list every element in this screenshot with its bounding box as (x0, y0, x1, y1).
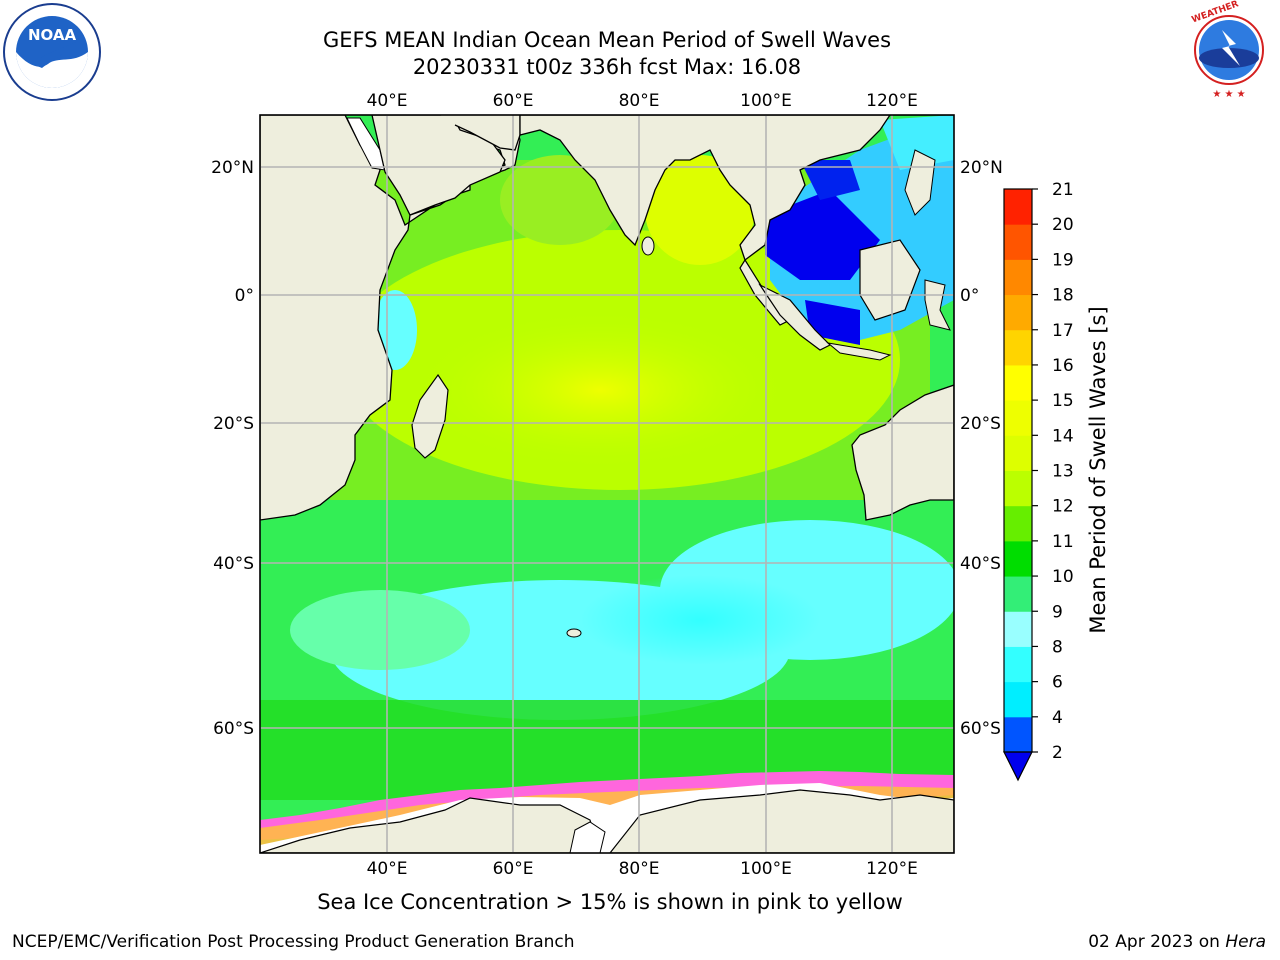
ice-shelf (569, 821, 606, 853)
right-lat-labels: 20°N 0° 20°S 40°S 60°S (960, 158, 1003, 739)
left-lat-labels: 20°N 0° 20°S 40°S 60°S (211, 158, 254, 739)
lon-label: 120°E (866, 91, 918, 111)
nws-logo: WEATHER ★ ★ ★ (1181, 0, 1277, 100)
colorbar-segment (1004, 576, 1032, 612)
colorbar-segment (1004, 189, 1032, 225)
india-and-southeast-asia (519, 115, 891, 262)
colorbar-tick-label: 9 (1052, 602, 1063, 622)
colorbar-segment (1004, 294, 1032, 331)
colorbar-segment (1004, 681, 1032, 718)
top-lon-labels: 40°E 60°E 80°E 100°E 120°E (367, 91, 918, 111)
colorbar-tick-label: 12 (1052, 497, 1074, 517)
lat-label: 20°N (960, 158, 1003, 178)
lon-label: 40°E (367, 91, 408, 111)
sumatra (758, 283, 832, 351)
colorbar-segment (1004, 646, 1032, 683)
colorbar-tick-label: 14 (1052, 426, 1074, 446)
lon-label: 40°E (367, 859, 408, 879)
colorbar-label: Mean Period of Swell Waves [s] (1086, 306, 1110, 634)
colorbar-segment (1004, 224, 1032, 260)
lon-label: 80°E (619, 859, 660, 879)
colorbar-segment (1004, 364, 1032, 401)
colorbar-tick-label: 11 (1052, 532, 1074, 552)
lat-label: 0° (960, 286, 979, 306)
footer-date: 02 Apr 2023 on Hera (1088, 932, 1266, 952)
map-plot-area (260, 115, 954, 853)
host-name: Hera (1225, 932, 1266, 952)
colorbar-tick-label: 20 (1052, 215, 1074, 235)
colorbar-segment (1004, 505, 1032, 542)
short-period-swell-zone (580, 575, 820, 665)
svg-text:NOAA: NOAA (28, 26, 77, 44)
lat-label: 20°S (213, 414, 254, 434)
colorbar-segment (1004, 400, 1032, 436)
short-period-swell-zone (880, 115, 954, 170)
colorbar: 2 4 6 8 9 10 11 12 13 14 15 16 17 18 19 20 21 (1003, 180, 1074, 782)
colorbar-tick-label: 15 (1052, 391, 1074, 411)
lon-label: 80°E (619, 91, 660, 111)
forecast-subtitle: 20230331 t00z 336h fcst Max: 16.08 (412, 55, 802, 79)
bottom-lon-labels: 40°E 60°E 80°E 100°E 120°E (367, 859, 918, 879)
colorbar-tick-label: 2 (1052, 743, 1063, 763)
colorbar-segment (1004, 329, 1032, 366)
antarctica (609, 789, 954, 853)
australia (851, 384, 954, 521)
colorbar-tick-label: 19 (1052, 250, 1074, 270)
arabian-peninsula (371, 115, 506, 216)
colorbar-segment (1004, 540, 1032, 577)
lat-label: 20°S (960, 414, 1001, 434)
colorbar-tick-label: 6 (1052, 673, 1063, 693)
sri-lanka (641, 236, 655, 256)
sea-ice-note: Sea Ice Concentration > 15% is shown in … (317, 890, 903, 914)
footer-credit: NCEP/EMC/Verification Post Processing Pr… (12, 932, 575, 952)
colorbar-tick-label: 21 (1052, 180, 1074, 200)
lon-label: 100°E (740, 91, 792, 111)
lat-label: 60°S (213, 719, 254, 739)
lon-label: 60°E (493, 91, 534, 111)
colorbar-segment (1004, 611, 1032, 647)
lat-label: 40°S (960, 554, 1001, 574)
graticule (260, 115, 954, 853)
lat-label: 0° (235, 286, 254, 306)
kerguelen-island (566, 628, 582, 638)
lat-label: 20°N (211, 158, 254, 178)
madagascar (411, 373, 449, 459)
colorbar-tick-label: 4 (1052, 708, 1063, 728)
map-frame (259, 114, 955, 854)
colorbar-segment (1004, 259, 1032, 296)
sulawesi (924, 279, 951, 331)
colorbar-tick-label: 16 (1052, 356, 1074, 376)
java (826, 342, 892, 361)
colorbar-underflow-triangle (1003, 751, 1033, 782)
svg-text:★ ★ ★: ★ ★ ★ (1212, 89, 1245, 100)
ocean-field (500, 155, 620, 245)
colorbar-tick-label: 13 (1052, 462, 1074, 482)
colorbar-tick-label: 8 (1052, 637, 1063, 657)
noaa-logo: NOAA (3, 3, 101, 101)
long-period-swell-zone (645, 155, 755, 265)
lon-label: 120°E (866, 859, 918, 879)
long-period-swell-zone (410, 310, 790, 470)
ocean-field (290, 590, 470, 670)
colorbar-segment (1004, 716, 1032, 753)
lat-label: 40°S (213, 554, 254, 574)
colorbar-segment (1004, 435, 1032, 471)
very-short-period-zone (765, 190, 880, 280)
run-date: 02 Apr 2023 on (1088, 932, 1226, 952)
colorbar-tick-label: 18 (1052, 286, 1074, 306)
colorbar-tick-label: 17 (1052, 321, 1074, 341)
lat-label: 60°S (960, 719, 1001, 739)
map-title: GEFS MEAN Indian Ocean Mean Period of Sw… (322, 28, 892, 52)
colorbar-tick-label: 10 (1052, 567, 1074, 587)
lon-label: 60°E (493, 859, 534, 879)
lon-label: 100°E (740, 859, 792, 879)
asia-landmass (440, 115, 954, 150)
very-short-period-zone (800, 160, 860, 200)
colorbar-segment (1004, 470, 1032, 507)
